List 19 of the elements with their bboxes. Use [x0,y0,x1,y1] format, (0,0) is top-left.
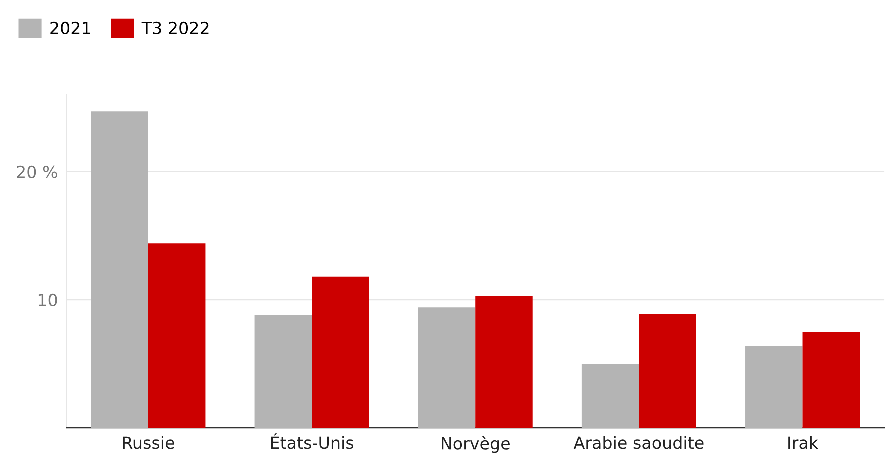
bar [639,314,696,428]
bar [148,244,206,428]
bar [476,296,533,428]
bar [254,315,312,428]
legend-label: T3 2022 [142,22,209,34]
bar [582,364,640,428]
bar [418,308,476,428]
x-tick-label: Arabie saoudite [574,436,704,450]
bar [312,276,370,428]
x-tick-label: Irak [788,436,819,450]
y-tick-label: 10 [38,294,58,307]
bar [746,346,803,428]
bar [91,112,148,428]
x-tick-label: États-Unis [271,434,354,450]
legend-label: 2021 [50,22,90,34]
x-tick-label: Norvège [442,436,510,454]
bar [802,332,860,428]
x-tick-label: Russie [123,436,174,450]
y-tick-label: 20 % [17,166,58,178]
